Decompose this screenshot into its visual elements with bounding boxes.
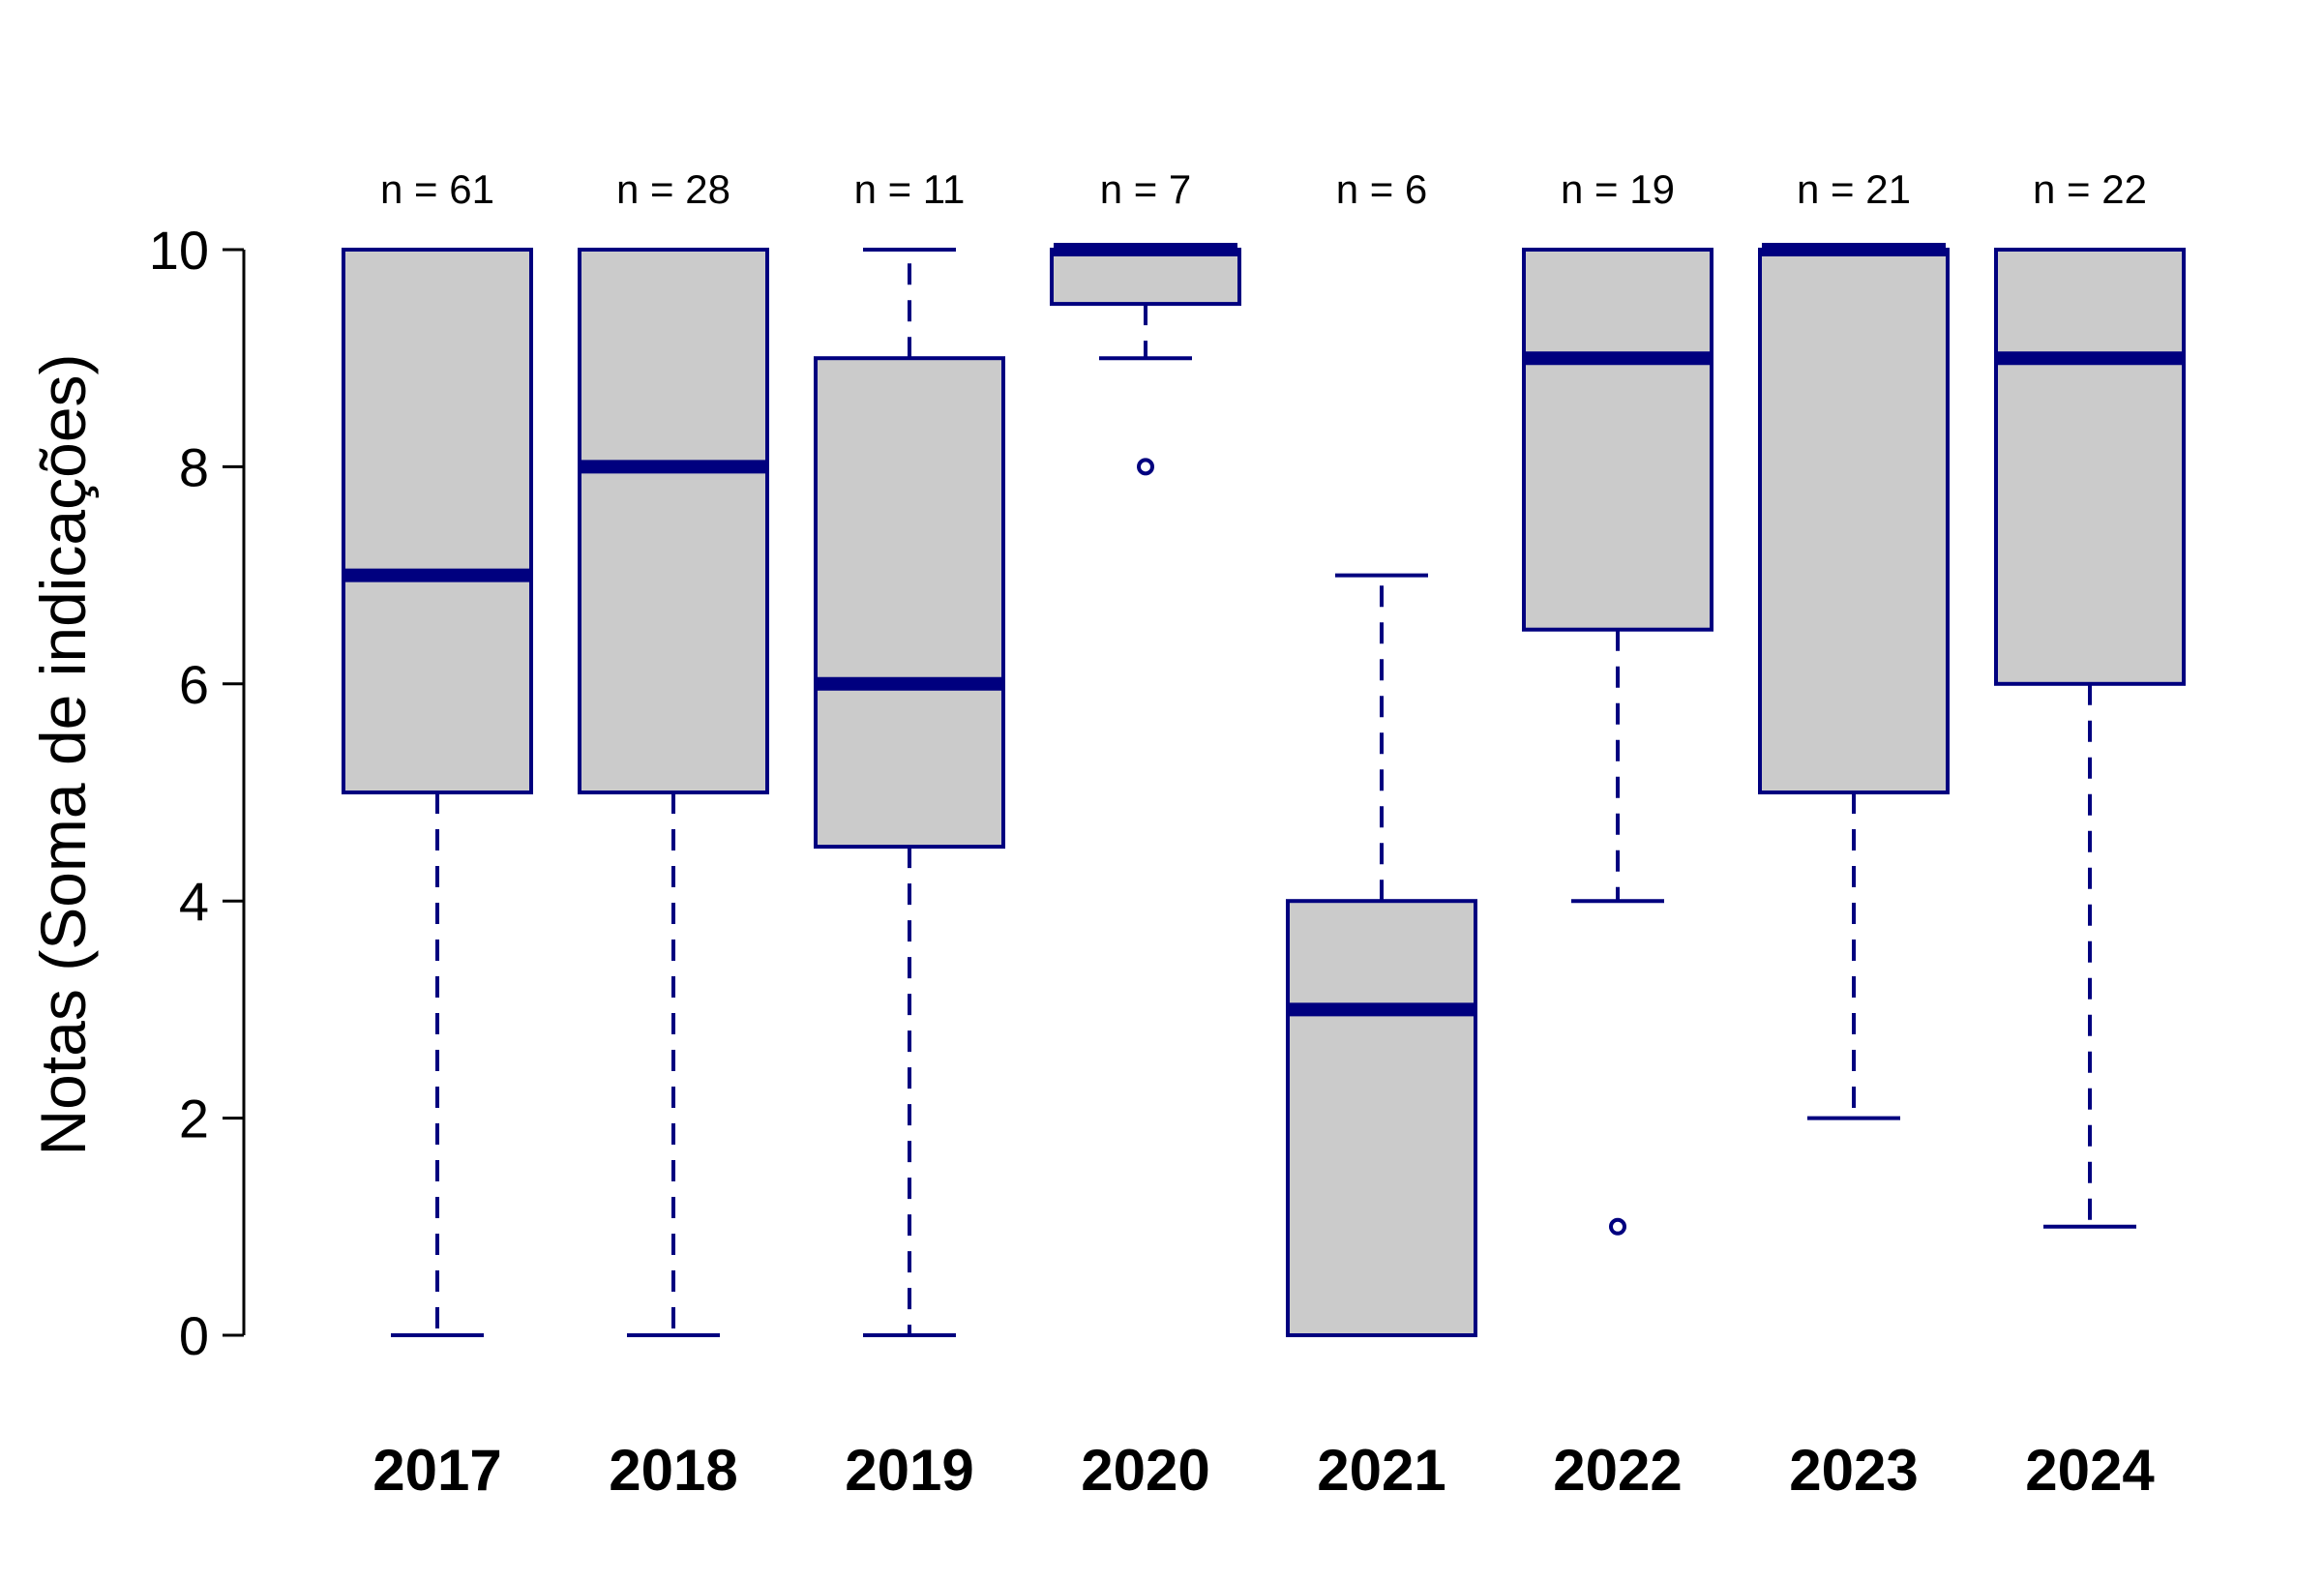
iqr-box [1050, 248, 1241, 307]
iqr-box [814, 356, 1005, 850]
x-tick-label: 2019 [845, 1438, 973, 1503]
box-2024 [1994, 248, 2186, 1229]
n-label: n = 61 [380, 166, 494, 212]
x-tick-label: 2021 [1317, 1438, 1445, 1503]
box-2020 [1050, 243, 1241, 476]
n-label: n = 22 [2033, 166, 2147, 212]
x-axis-labels: 2017 2018 2019 2020 2021 2022 2023 2024 [372, 1438, 2155, 1503]
y-axis: 0 2 4 6 8 10 [149, 220, 246, 1366]
y-tick-label: 4 [179, 871, 209, 932]
box-2018 [578, 248, 769, 1337]
n-label: n = 11 [854, 166, 966, 212]
y-tick-label: 0 [179, 1305, 209, 1366]
box-2022 [1522, 248, 1713, 1236]
iqr-box [578, 248, 769, 794]
n-label: n = 7 [1100, 166, 1192, 212]
boxes-group [342, 243, 2186, 1337]
box-2017 [342, 248, 533, 1337]
n-label: n = 6 [1336, 166, 1428, 212]
iqr-box [1286, 899, 1477, 1337]
n-labels-group: n = 61 n = 28 n = 11 n = 7 n = 6 n = 19 n = 21… [380, 166, 2147, 212]
n-label: n = 19 [1561, 166, 1675, 212]
n-label: n = 21 [1797, 166, 1911, 212]
x-tick-label: 2022 [1553, 1438, 1682, 1503]
x-tick-label: 2018 [609, 1438, 737, 1503]
y-tick-label: 2 [179, 1089, 209, 1149]
y-axis-title: Notas (Soma de indicações) [27, 353, 99, 1155]
box-2023 [1758, 243, 1950, 1120]
iqr-box [1994, 248, 2186, 686]
x-tick-label: 2020 [1081, 1438, 1209, 1503]
x-tick-label: 2023 [1789, 1438, 1918, 1503]
iqr-box [342, 248, 533, 794]
outlier-point [1609, 1217, 1626, 1236]
n-label: n = 28 [616, 166, 730, 212]
y-tick-label: 8 [179, 436, 209, 497]
box-2019 [814, 248, 1005, 1337]
outlier-point [1137, 458, 1154, 476]
box-2021 [1286, 573, 1477, 1337]
x-tick-label: 2017 [372, 1438, 501, 1503]
y-tick-label: 6 [179, 654, 209, 715]
x-tick-label: 2024 [2025, 1438, 2155, 1503]
iqr-box [1522, 248, 1713, 632]
iqr-box [1758, 248, 1950, 794]
y-tick-label: 10 [149, 220, 209, 281]
